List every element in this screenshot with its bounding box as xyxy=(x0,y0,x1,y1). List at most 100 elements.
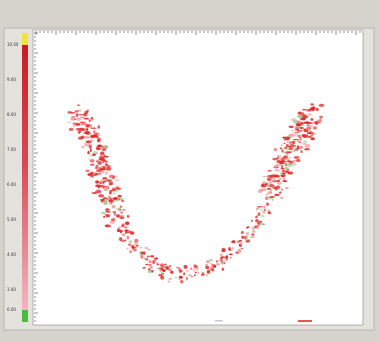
spot xyxy=(308,113,312,115)
spot xyxy=(98,194,104,197)
spot xyxy=(119,237,122,241)
spot xyxy=(186,277,188,281)
spot xyxy=(266,202,269,206)
spot xyxy=(246,235,248,238)
spot xyxy=(87,151,89,154)
spot xyxy=(140,255,143,259)
spot xyxy=(211,264,215,267)
spot xyxy=(105,171,109,175)
spot xyxy=(253,227,255,231)
spot xyxy=(240,242,243,245)
plot-area xyxy=(33,30,363,325)
spot xyxy=(113,192,116,194)
spot xyxy=(195,272,197,274)
spot xyxy=(115,179,119,180)
spot xyxy=(230,257,232,259)
spot xyxy=(298,112,302,115)
spot xyxy=(107,179,112,182)
spot xyxy=(148,270,151,274)
spot xyxy=(283,178,286,179)
spot xyxy=(180,270,183,273)
spot xyxy=(90,159,95,162)
spot xyxy=(159,270,161,271)
spot xyxy=(162,269,164,270)
spot xyxy=(288,171,290,174)
scale-gradient xyxy=(22,45,28,310)
spot xyxy=(163,266,166,268)
spot xyxy=(251,233,254,235)
spot xyxy=(179,276,183,279)
spot xyxy=(140,247,143,249)
scale-label: 10.00 xyxy=(7,42,19,47)
spot xyxy=(281,168,285,170)
spot xyxy=(238,249,242,253)
color-scale xyxy=(22,33,28,322)
scale-label: 4.00 xyxy=(7,252,16,257)
spot xyxy=(282,172,286,174)
spot xyxy=(102,158,105,162)
spot xyxy=(281,189,283,190)
spot xyxy=(194,274,196,276)
spot xyxy=(278,178,282,180)
spot xyxy=(279,191,281,194)
spot xyxy=(241,248,244,249)
spot xyxy=(79,109,82,112)
spot xyxy=(290,133,296,137)
spot xyxy=(77,104,80,106)
spot xyxy=(205,266,209,269)
spot xyxy=(185,270,188,271)
scale-label: 5.00 xyxy=(7,217,16,222)
spot xyxy=(255,219,258,223)
spot xyxy=(157,268,159,269)
spot xyxy=(197,271,200,274)
scale-label: 9.00 xyxy=(7,77,16,82)
spot xyxy=(161,275,163,277)
spot xyxy=(122,233,125,236)
spot xyxy=(117,195,121,197)
spot xyxy=(277,182,282,185)
spot xyxy=(149,264,152,266)
spot xyxy=(261,188,267,191)
spot xyxy=(105,224,111,227)
spot xyxy=(193,268,195,271)
spot xyxy=(297,140,301,142)
spot xyxy=(275,164,279,167)
spot xyxy=(102,162,104,163)
spot xyxy=(257,206,263,208)
spot xyxy=(119,217,124,219)
spot xyxy=(310,103,313,105)
scale-label: 3.00 xyxy=(7,287,16,292)
spot xyxy=(210,268,212,270)
spot xyxy=(88,158,90,160)
spot xyxy=(91,162,93,165)
spot xyxy=(109,202,112,204)
spot xyxy=(168,281,170,283)
spot xyxy=(86,128,88,131)
spot xyxy=(215,320,223,322)
spot xyxy=(306,109,311,112)
spot xyxy=(251,220,253,222)
spot xyxy=(126,237,128,239)
spot xyxy=(94,133,99,135)
spot xyxy=(224,256,226,259)
spot xyxy=(101,169,106,170)
spot xyxy=(276,160,281,164)
spot xyxy=(130,245,132,247)
spot xyxy=(178,279,182,281)
spot xyxy=(308,125,313,127)
spot xyxy=(113,211,117,213)
spot xyxy=(76,113,78,117)
spot xyxy=(300,150,303,153)
spot xyxy=(291,141,295,144)
spot xyxy=(246,239,250,242)
spot xyxy=(96,169,101,172)
spot xyxy=(221,263,224,264)
spot xyxy=(97,161,99,163)
spot xyxy=(302,109,307,110)
spot xyxy=(258,212,261,216)
spot xyxy=(291,130,295,131)
scale-top xyxy=(22,33,28,45)
spot xyxy=(304,121,310,124)
spot xyxy=(126,248,128,250)
spot xyxy=(220,258,223,260)
